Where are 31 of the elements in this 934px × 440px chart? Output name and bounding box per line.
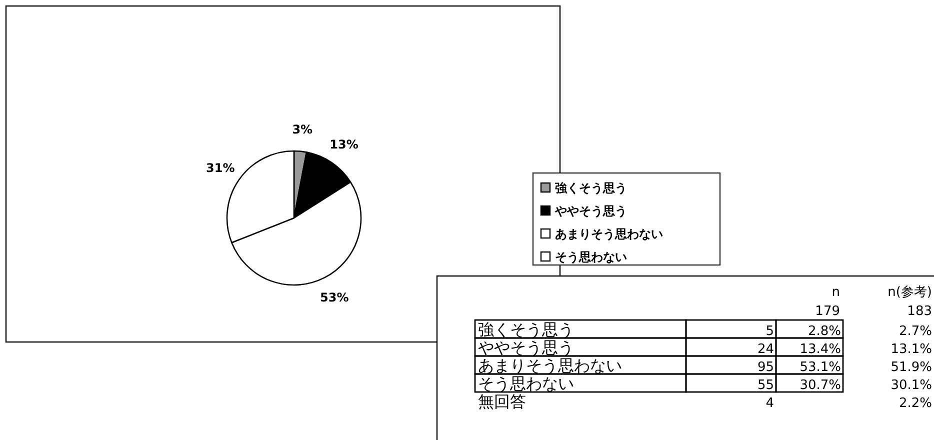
text: n	[832, 285, 840, 300]
text: あまりそう思わない	[478, 356, 622, 375]
text: 24	[757, 342, 774, 357]
legend-label: 強くそう思う	[555, 181, 627, 195]
text: 強くそう思う	[478, 320, 574, 339]
text: n(参考)	[888, 285, 932, 300]
text: 13.1%	[890, 342, 932, 357]
text: 179	[815, 304, 840, 319]
text: 13.4%	[800, 342, 841, 357]
data-label: 31%	[206, 160, 235, 175]
legend-label: あまりそう思わない	[555, 227, 663, 241]
text: 55	[757, 378, 774, 393]
data-label: 3%	[292, 122, 313, 136]
legend-label: そう思わない	[555, 250, 627, 264]
text: そう思わない	[478, 374, 574, 393]
text: 2.8%	[808, 324, 841, 339]
text: 53.1%	[800, 360, 841, 375]
text: 2.2%	[898, 396, 932, 411]
text: 95	[757, 360, 774, 375]
text: 30.7%	[800, 378, 841, 393]
text: 4	[766, 396, 774, 411]
text: 51.9%	[890, 360, 932, 375]
text: ややそう思う	[478, 338, 574, 357]
text: 5	[766, 324, 774, 339]
text: 183	[907, 304, 932, 319]
text: 無回答	[478, 392, 526, 411]
text: 30.1%	[890, 378, 932, 393]
data-label: 53%	[320, 290, 349, 304]
text: 2.7%	[898, 324, 932, 339]
data-label: 13%	[330, 137, 358, 152]
legend-label: ややそう思う	[554, 204, 627, 218]
